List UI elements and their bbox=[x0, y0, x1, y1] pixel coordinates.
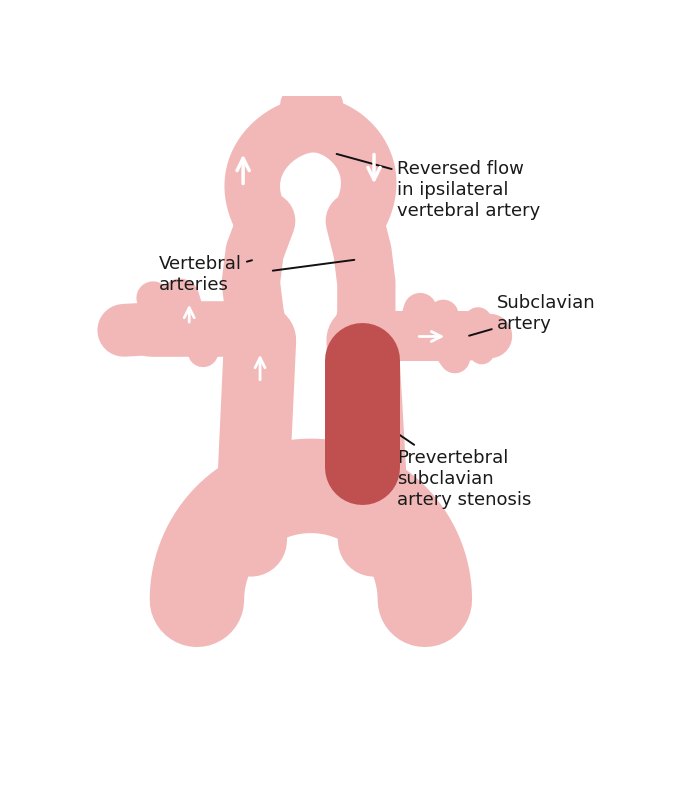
Text: Reversed flow
in ipsilateral
vertebral artery: Reversed flow in ipsilateral vertebral a… bbox=[337, 154, 540, 220]
Text: Vertebral
arteries: Vertebral arteries bbox=[159, 256, 252, 294]
Text: Subclavian
artery: Subclavian artery bbox=[469, 294, 596, 336]
Text: Prevertebral
subclavian
artery stenosis: Prevertebral subclavian artery stenosis bbox=[365, 411, 531, 508]
